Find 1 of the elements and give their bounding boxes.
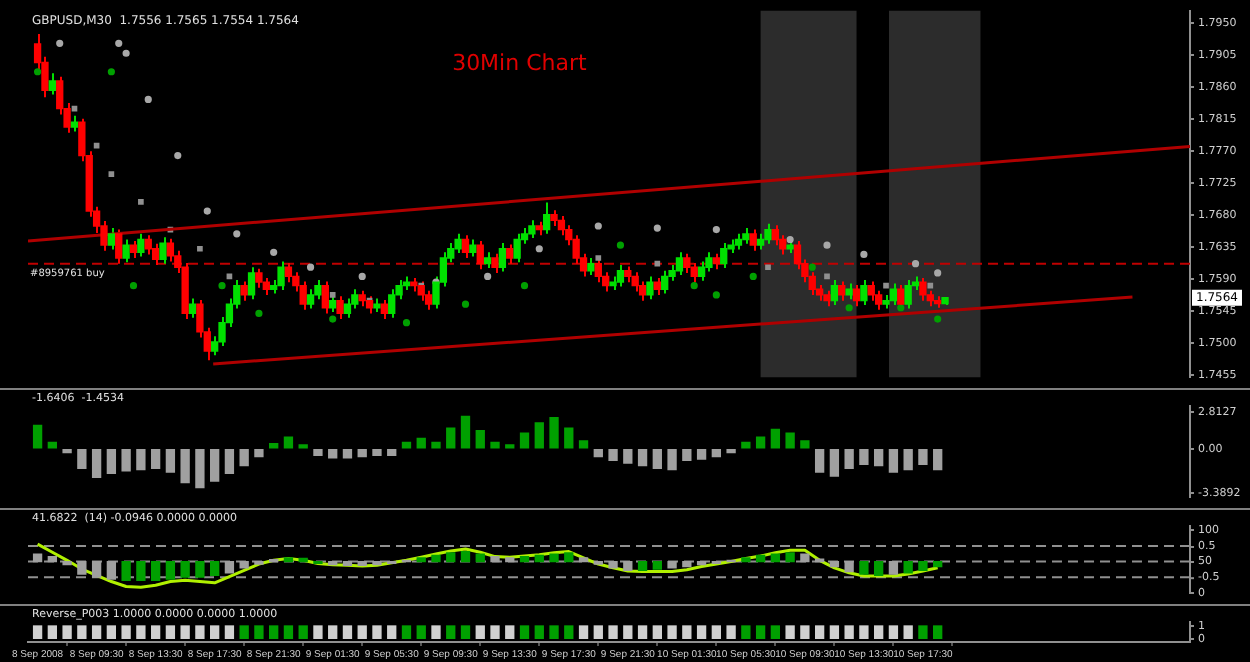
text: 30Min Chart — [452, 50, 588, 77]
